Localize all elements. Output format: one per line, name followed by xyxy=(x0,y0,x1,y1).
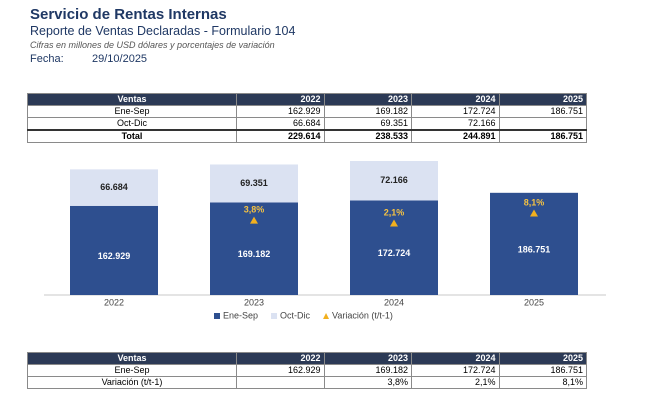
table-cell: 244.891 xyxy=(411,129,500,143)
note: Cifras en millones de USD dólares y porc… xyxy=(30,40,275,50)
table-cell: 162.929 xyxy=(236,364,325,377)
table-cell: 238.533 xyxy=(323,129,412,143)
table-row: Ventas 2022 2023 2024 2025 xyxy=(27,352,587,365)
table-cell: Ventas xyxy=(27,352,237,365)
table-cell: 2024 xyxy=(411,352,500,365)
value-label: 162.929 xyxy=(98,251,131,261)
table-cell: Ventas xyxy=(27,93,237,106)
table-cell: 2023 xyxy=(323,352,412,365)
table-cell: Ene-Sep xyxy=(27,105,237,118)
value-label: 69.351 xyxy=(240,178,268,188)
x-tick-label: 2025 xyxy=(524,297,544,307)
bar xyxy=(70,205,158,295)
table-cell: 186.751 xyxy=(498,129,587,143)
date-label: Fecha: xyxy=(30,53,64,65)
legend-marker xyxy=(323,313,330,319)
value-label: 8,1% xyxy=(524,197,545,207)
variation-marker xyxy=(530,209,538,217)
x-tick-label: 2022 xyxy=(104,297,124,307)
value-label: 169.182 xyxy=(238,249,271,259)
table-cell: Variación (t/t-1) xyxy=(27,376,237,389)
variation-marker xyxy=(250,216,258,224)
table-cell: 169.182 xyxy=(323,105,412,118)
legend-label: Oct-Dic xyxy=(280,310,310,320)
table-cell: 2025 xyxy=(498,93,587,106)
table-cell: 2024 xyxy=(411,93,500,106)
table-cell: Ene-Sep xyxy=(27,364,237,377)
bar xyxy=(70,169,158,206)
table-cell: Total xyxy=(27,129,237,143)
legend-label: Variación (t/t-1) xyxy=(332,310,393,320)
legend-swatch xyxy=(214,313,220,319)
title: Servicio de Rentas Internas xyxy=(30,6,227,23)
table-cell: 172.724 xyxy=(411,364,500,377)
table-row: Ventas 2022 2023 2024 2025 xyxy=(27,93,587,106)
table-cell: Oct-Dic xyxy=(27,117,237,131)
value-label: 172.724 xyxy=(378,248,411,258)
table-cell: 169.182 xyxy=(323,364,412,377)
x-tick-label: 2024 xyxy=(384,297,404,307)
value-label: 3,8% xyxy=(244,205,265,215)
table: Ventas 2022 2023 2024 2025 Ene-Sep 162.929 169.… xyxy=(27,352,587,389)
table-cell xyxy=(498,117,587,131)
table-cell: 2022 xyxy=(236,352,325,365)
table-cell: 2022 xyxy=(236,93,325,106)
legend-swatch xyxy=(271,313,278,319)
table-row: Ene-Sep 162.929 169.182 172.724 186.751 xyxy=(27,105,587,118)
table-cell: 2025 xyxy=(498,352,587,365)
table-cell: 69.351 xyxy=(323,117,412,131)
table-cell: 8,1% xyxy=(498,376,587,389)
bar xyxy=(350,161,438,201)
table-cell xyxy=(236,376,325,389)
table-cell: 186.751 xyxy=(498,364,587,377)
table-cell: 66.684 xyxy=(236,117,325,131)
subtitle: Reporte de Ventas Declaradas - Formulari… xyxy=(30,24,296,38)
table-row: Variación (t/t-1) 3,8% 2,1% 8,1% xyxy=(27,376,587,389)
table-cell: 186.751 xyxy=(498,105,587,118)
bar xyxy=(210,164,298,203)
table-cell: 72.166 xyxy=(411,117,500,131)
table: Ventas 2022 2023 2024 2025 Ene-Sep 162.929 169.… xyxy=(27,93,587,143)
value-label: 66.684 xyxy=(100,182,128,192)
table-row: Ene-Sep 162.929 169.182 172.724 186.751 xyxy=(27,364,587,377)
table-cell: 162.929 xyxy=(236,105,325,118)
x-tick-label: 2023 xyxy=(244,297,264,307)
legend-label: Ene-Sep xyxy=(223,310,258,320)
table-row: Oct-Dic 66.684 69.351 72.166 xyxy=(27,117,587,131)
value-label: 2,1% xyxy=(384,207,405,217)
chart: 2022 162.929 66.684 2023 169.182 69.351 3,8% 20… xyxy=(44,161,606,320)
variation-marker xyxy=(390,219,398,227)
value-label: 186.751 xyxy=(518,244,551,254)
bar xyxy=(350,200,438,295)
value-label: 72.166 xyxy=(380,175,408,185)
table-cell: 229.614 xyxy=(236,129,325,143)
table-cell: 2023 xyxy=(323,93,412,106)
date: 29/10/2025 xyxy=(92,53,148,65)
table-cell: 172.724 xyxy=(411,105,500,118)
table-cell: 2,1% xyxy=(411,376,500,389)
table-row: Total 229.614 238.533 244.891 186.751 xyxy=(27,129,587,143)
table-cell: 3,8% xyxy=(323,376,412,389)
